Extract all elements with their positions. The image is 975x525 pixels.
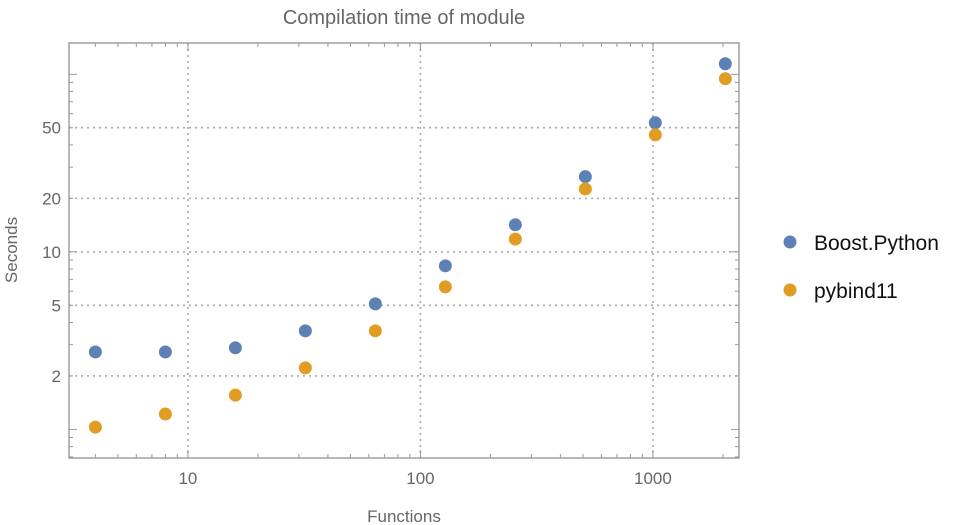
y-tick-label: 20 — [42, 189, 61, 208]
x-axis-label: Functions — [367, 507, 441, 525]
data-point-pybind11 — [228, 388, 242, 402]
data-point-pybind11 — [88, 420, 102, 434]
legend-label: pybind11 — [814, 280, 898, 303]
x-tick-label: 1000 — [634, 469, 672, 488]
chart-title: Compilation time of module — [283, 7, 525, 29]
legend-label: Boost.Python — [814, 232, 939, 255]
y-axis-label: Seconds — [2, 217, 21, 283]
points — [88, 57, 732, 434]
data-point-boost-python — [578, 170, 592, 184]
data-point-pybind11 — [438, 280, 452, 294]
x-tick-label: 100 — [406, 469, 434, 488]
grid — [69, 43, 739, 458]
data-point-boost-python — [438, 259, 452, 273]
legend-marker — [783, 235, 797, 249]
data-point-boost-python — [368, 297, 382, 311]
data-point-pybind11 — [648, 128, 662, 142]
y-tick-label: 2 — [52, 367, 61, 386]
data-point-boost-python — [648, 116, 662, 130]
data-point-boost-python — [508, 218, 522, 232]
x-tick-label: 10 — [178, 469, 197, 488]
data-point-boost-python — [88, 345, 102, 359]
legend-marker — [783, 283, 797, 297]
data-point-boost-python — [718, 57, 732, 71]
y-tick-label: 5 — [52, 296, 61, 315]
legend: Boost.Python pybind11 — [783, 232, 939, 303]
data-point-pybind11 — [368, 324, 382, 338]
y-tick-label: 10 — [42, 243, 61, 262]
ticks: 10 100 1000 2 5 10 20 50 — [42, 43, 739, 488]
plot-frame — [68, 42, 740, 459]
data-point-pybind11 — [578, 182, 592, 196]
data-point-pybind11 — [508, 232, 522, 246]
data-point-boost-python — [298, 324, 312, 338]
data-point-boost-python — [158, 345, 172, 359]
y-tick-label: 50 — [42, 119, 61, 138]
data-point-pybind11 — [718, 72, 732, 86]
data-point-pybind11 — [298, 361, 312, 375]
data-point-boost-python — [228, 341, 242, 355]
data-point-pybind11 — [158, 407, 172, 421]
